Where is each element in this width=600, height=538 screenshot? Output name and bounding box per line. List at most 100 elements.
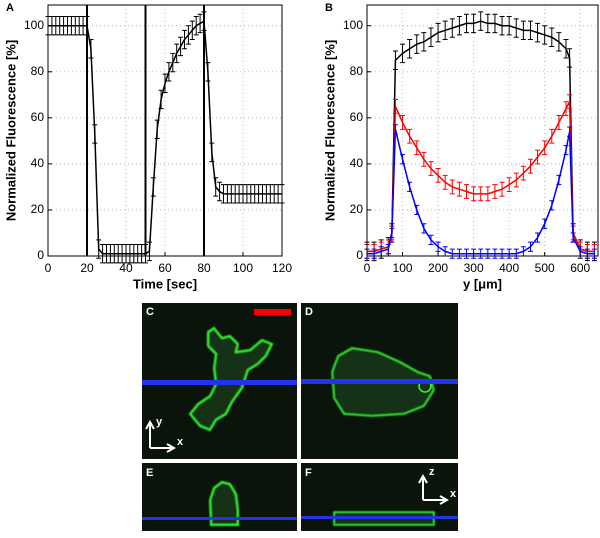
panel-label: A bbox=[6, 2, 14, 14]
y-axis-label: Normalized Fluorescence [%] bbox=[322, 40, 337, 221]
error-bar bbox=[513, 248, 519, 259]
error-bar bbox=[567, 48, 573, 68]
error-bar bbox=[428, 161, 434, 176]
error-bar bbox=[535, 22, 541, 43]
error-bar bbox=[584, 248, 590, 259]
error-bar bbox=[389, 227, 395, 239]
error-bar bbox=[421, 32, 427, 52]
x-tick-label: 100 bbox=[393, 261, 413, 275]
panel-c: y x C bbox=[142, 303, 297, 459]
x-tick-label: 0 bbox=[364, 261, 371, 275]
error-bar bbox=[407, 128, 413, 144]
error-bar bbox=[471, 248, 477, 259]
error-bar bbox=[478, 11, 484, 31]
error-bar bbox=[449, 248, 455, 259]
y-tick-label: 0 bbox=[37, 248, 44, 262]
error-bar bbox=[154, 119, 160, 140]
error-bar bbox=[464, 13, 470, 34]
error-bar bbox=[158, 89, 164, 110]
error-bar bbox=[385, 243, 391, 255]
error-bar bbox=[421, 223, 427, 234]
panel-label: B bbox=[325, 2, 333, 14]
axis-x: x bbox=[177, 436, 184, 448]
error-bar bbox=[201, 11, 207, 31]
error-bar bbox=[197, 13, 203, 34]
error-bar bbox=[435, 22, 441, 43]
error-bar bbox=[513, 172, 519, 188]
error-bar bbox=[392, 50, 398, 70]
error-bar bbox=[193, 16, 199, 36]
panel-f: z x F bbox=[301, 463, 458, 531]
y-tick-label: 0 bbox=[356, 248, 363, 262]
error-bar bbox=[464, 248, 470, 259]
error-bar bbox=[513, 18, 519, 38]
axis-x: x bbox=[450, 488, 457, 500]
scan-line bbox=[142, 517, 297, 520]
x-tick-label: 20 bbox=[80, 261, 94, 275]
x-tick-label: 120 bbox=[272, 261, 292, 275]
scan-line bbox=[301, 516, 458, 519]
panel-label: E bbox=[146, 467, 153, 479]
x-axis-label: Time [sec] bbox=[133, 276, 197, 291]
error-bar bbox=[428, 234, 434, 245]
x-tick-label: 0 bbox=[45, 261, 52, 275]
scale-bar bbox=[254, 309, 291, 315]
y-tick-label: 20 bbox=[31, 202, 45, 216]
error-bar bbox=[492, 13, 498, 34]
error-bar bbox=[442, 20, 448, 41]
error-bar bbox=[492, 248, 498, 259]
error-bar bbox=[478, 248, 484, 259]
error-bar bbox=[84, 16, 90, 36]
plot-frame bbox=[366, 4, 599, 257]
error-bar bbox=[542, 218, 548, 229]
plot-frame bbox=[47, 4, 283, 257]
error-bar bbox=[435, 241, 441, 252]
error-bar bbox=[174, 43, 180, 64]
error-bar bbox=[499, 16, 505, 36]
error-bar bbox=[542, 140, 548, 156]
error-bar bbox=[92, 124, 98, 144]
error-bar bbox=[567, 94, 573, 110]
error-bar bbox=[449, 18, 455, 38]
y-tick-label: 80 bbox=[350, 64, 364, 78]
error-bar bbox=[442, 174, 448, 190]
error-bar bbox=[563, 39, 569, 59]
error-bar bbox=[567, 126, 573, 137]
error-bar bbox=[150, 177, 156, 197]
error-bar bbox=[464, 184, 470, 199]
panel-d: D bbox=[301, 303, 458, 459]
y-axis-label: Normalized Fluorescence [%] bbox=[3, 40, 18, 221]
error-bar bbox=[549, 27, 555, 47]
y-tick-label: 100 bbox=[343, 18, 363, 32]
y-tick-label: 40 bbox=[350, 156, 364, 170]
error-bar bbox=[471, 186, 477, 202]
error-bar bbox=[414, 34, 420, 54]
error-bar bbox=[485, 13, 491, 34]
error-bar bbox=[570, 232, 576, 243]
error-bar bbox=[449, 179, 455, 195]
error-bar bbox=[371, 248, 377, 259]
error-bar bbox=[414, 140, 420, 156]
error-bar bbox=[456, 16, 462, 36]
error-bar bbox=[485, 248, 491, 259]
error-bar bbox=[392, 124, 398, 135]
axis-z: z bbox=[429, 466, 435, 478]
y-tick-label: 80 bbox=[31, 64, 45, 78]
error-bar bbox=[527, 20, 533, 41]
x-tick-label: 600 bbox=[570, 261, 590, 275]
error-bar bbox=[549, 200, 555, 211]
y-tick-label: 60 bbox=[350, 110, 364, 124]
panel-label: F bbox=[305, 467, 312, 479]
error-bar bbox=[591, 248, 597, 259]
error-bar bbox=[556, 174, 562, 186]
y-tick-label: 20 bbox=[350, 202, 364, 216]
panel-label: D bbox=[305, 306, 313, 318]
x-tick-label: 60 bbox=[158, 261, 172, 275]
x-tick-label: 400 bbox=[499, 261, 519, 275]
error-bar bbox=[189, 20, 195, 41]
error-bar bbox=[535, 149, 541, 165]
scan-line bbox=[142, 380, 297, 385]
error-bar bbox=[435, 167, 441, 183]
error-bar bbox=[407, 181, 413, 193]
